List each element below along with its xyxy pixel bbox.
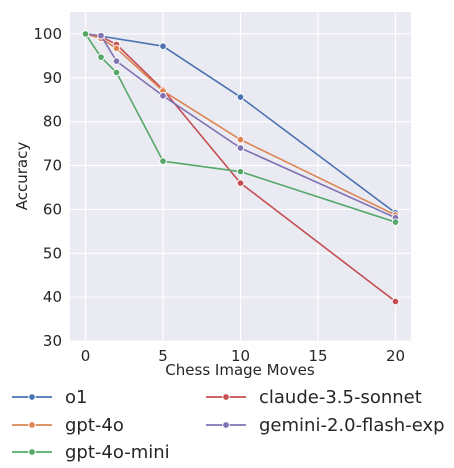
- x-axis-title: Chess Image Moves: [165, 361, 315, 379]
- legend-label: claude-3.5-sonnet: [259, 387, 422, 408]
- data-point: [159, 92, 167, 100]
- y-axis-title: Accuracy: [13, 142, 31, 211]
- series-lines: [81, 30, 400, 306]
- legend: o1 claude-3.5-sonnet gpt-4o gemini-2.0-flas…: [12, 387, 445, 463]
- legend-marker: [222, 393, 230, 401]
- x-tick-label: 15: [308, 347, 327, 365]
- legend-item: gemini-2.0-flash-exp: [206, 415, 445, 436]
- data-point: [81, 30, 90, 38]
- series-line: [84, 33, 396, 223]
- y-tick-label: 100: [33, 25, 62, 43]
- y-tick-label: 70: [43, 157, 62, 175]
- x-tick-label: 10: [231, 347, 250, 365]
- x-tick-label: 5: [158, 347, 168, 365]
- data-point: [112, 57, 121, 65]
- y-tick-label: 30: [43, 332, 62, 350]
- legend-marker: [28, 393, 36, 401]
- legend-marker: [28, 421, 36, 429]
- data-point: [97, 53, 105, 61]
- y-tick-label: 40: [43, 288, 62, 306]
- data-point: [236, 135, 245, 144]
- legend-item: claude-3.5-sonnet: [206, 387, 422, 408]
- legend-marker: [222, 421, 230, 429]
- data-point: [391, 297, 400, 306]
- tick-labels: 30 40 50 60 70 80 90 100 0 5 10 15 20: [33, 25, 405, 365]
- data-point: [112, 68, 121, 77]
- legend-label: gpt-4o: [65, 415, 124, 436]
- y-tick-label: 60: [43, 200, 62, 218]
- data-point: [159, 42, 167, 50]
- legend-label: o1: [65, 387, 87, 408]
- data-point: [236, 167, 245, 176]
- data-point: [236, 93, 245, 101]
- data-point: [97, 31, 105, 40]
- data-point: [236, 179, 245, 187]
- legend-item: gpt-4o: [12, 415, 124, 436]
- data-point: [236, 144, 245, 152]
- y-tick-label: 80: [43, 113, 62, 131]
- series-gpt-4o-mini: [81, 30, 400, 226]
- legend-label: gemini-2.0-flash-exp: [259, 415, 445, 436]
- data-point: [159, 157, 167, 165]
- legend-item: o1: [12, 387, 87, 408]
- legend-marker: [28, 448, 36, 456]
- legend-label: gpt-4o-mini: [65, 442, 170, 463]
- y-tick-label: 90: [43, 69, 62, 87]
- legend-item: gpt-4o-mini: [12, 442, 170, 463]
- data-point: [391, 218, 400, 226]
- y-tick-label: 50: [43, 244, 62, 262]
- x-tick-label: 20: [386, 347, 405, 365]
- x-tick-label: 0: [81, 347, 91, 365]
- data-point: [112, 44, 121, 53]
